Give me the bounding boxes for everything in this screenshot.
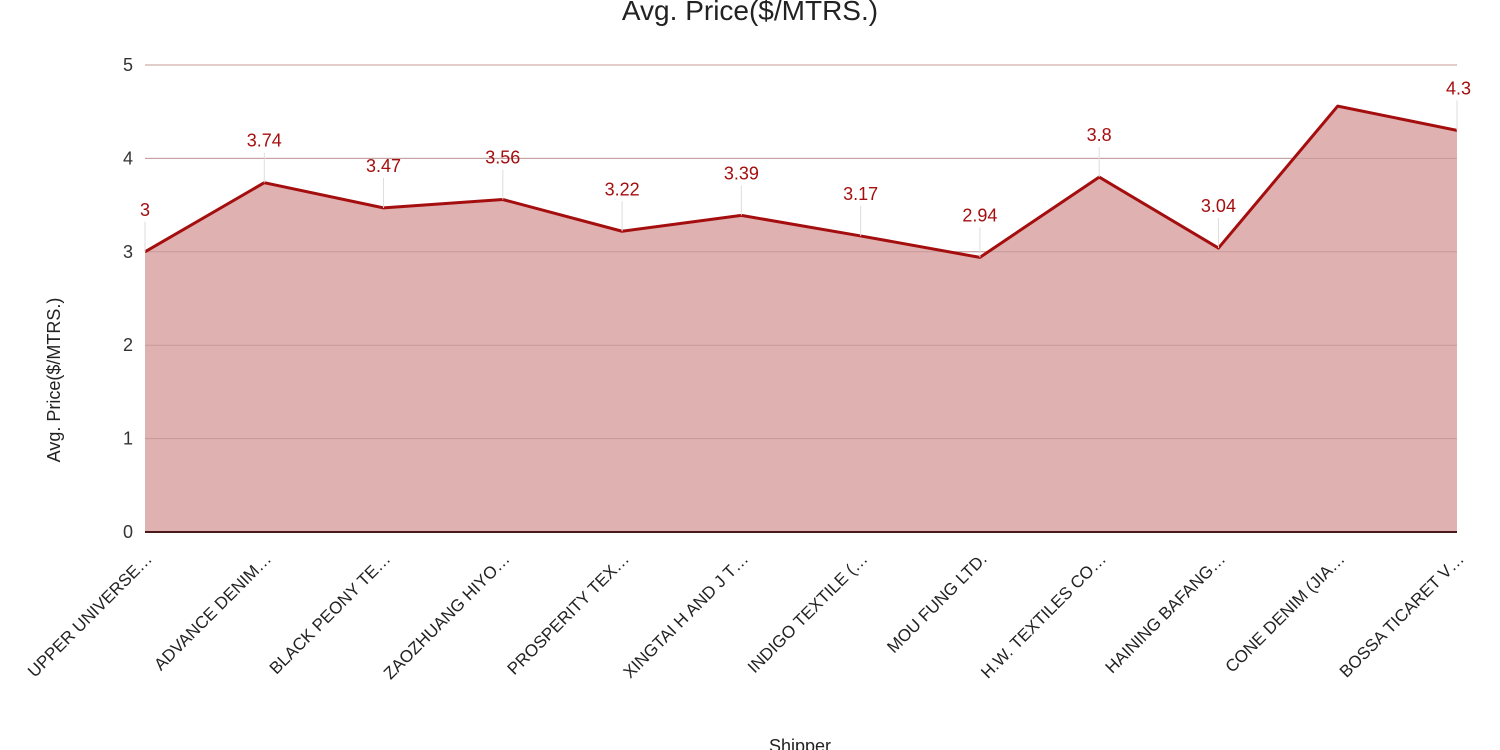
y-tick-label: 5 — [123, 55, 133, 75]
data-label: 3.47 — [366, 156, 401, 176]
y-tick-label: 2 — [123, 335, 133, 355]
data-label: 4.3 — [1446, 78, 1471, 98]
x-tick-label: BOSSA TICARET V… — [1336, 549, 1468, 681]
x-tick-label: HAINING BAFANG… — [1102, 549, 1230, 677]
x-tick-label: CONE DENIM (JIA… — [1222, 549, 1349, 676]
area-fill — [145, 106, 1457, 532]
x-tick-label: H.W. TEXTILES CO… — [977, 549, 1110, 682]
y-axis-label: Avg. Price($/MTRS.) — [44, 298, 64, 463]
data-label: 3 — [140, 200, 150, 220]
x-tick-label: INDIGO TEXTILE (… — [744, 549, 871, 676]
data-label: 2.94 — [962, 205, 997, 225]
x-tick-label: UPPER UNIVERSE… — [24, 549, 156, 681]
x-tick-label: MOU FUNG LTD. — [883, 549, 990, 656]
x-axis-label: Shipper — [769, 736, 831, 750]
data-label: 3.17 — [843, 184, 878, 204]
y-tick-label: 1 — [123, 429, 133, 449]
x-tick-label: PROSPERITY TEX… — [504, 549, 633, 678]
data-label: 3.56 — [485, 147, 520, 167]
x-tick-label: ZAOZHUANG HIYO… — [380, 549, 514, 683]
chart-title: Avg. Price($/MTRS.) — [622, 0, 878, 26]
data-label: 3.04 — [1201, 196, 1236, 216]
x-tick-label: BLACK PEONY TE… — [266, 549, 395, 678]
data-labels: 3 3.74 3.47 3.56 3.22 3.39 3.17 2.94 3.8 3.04 4.3 — [140, 78, 1471, 258]
series-line — [144, 104, 1458, 259]
data-label: 3.74 — [247, 131, 282, 151]
y-axis-ticks: 0 1 2 3 4 5 — [123, 55, 133, 542]
data-label: 3.39 — [724, 163, 759, 183]
data-label: 3.22 — [605, 179, 640, 199]
data-label: 3.8 — [1087, 125, 1112, 145]
x-tick-label: ADVANCE DENIM… — [150, 549, 275, 674]
x-tick-label: XINGTAI H AND J T… — [620, 549, 753, 682]
y-tick-label: 0 — [123, 522, 133, 542]
y-tick-label: 3 — [123, 242, 133, 262]
area-series — [144, 64, 1458, 533]
x-axis-ticks: UPPER UNIVERSE…ADVANCE DENIM…BLACK PEONY… — [24, 549, 1468, 683]
y-tick-label: 4 — [123, 148, 133, 168]
